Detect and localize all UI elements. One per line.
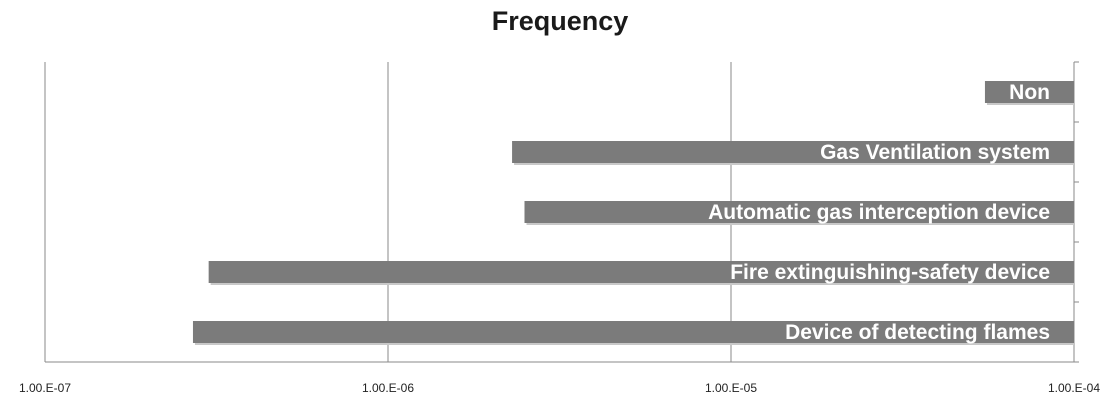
bar — [984, 81, 1074, 103]
x-tick-label: 1.00.E-06 — [362, 381, 414, 395]
bar-label: Automatic gas interception device — [708, 201, 1050, 224]
bar-label: Device of detecting flames — [785, 321, 1050, 344]
bar-label: Non — [1009, 81, 1050, 104]
bar — [208, 261, 1074, 283]
bar-labels: Non Gas Ventilation system Automatic gas i… — [708, 81, 1050, 344]
x-tick-label: 1.00.E-07 — [19, 381, 71, 395]
bar — [512, 141, 1074, 163]
bar — [524, 201, 1074, 223]
bars — [192, 81, 1074, 345]
bar — [192, 321, 1074, 343]
x-axis: 1.00.E-07 1.00.E-06 1.00.E-05 1.00.E-04 — [19, 61, 1100, 395]
chart-title: Frequency — [492, 6, 629, 36]
bar-label: Gas Ventilation system — [820, 141, 1050, 164]
bar-label: Fire extinguishing-safety device — [730, 261, 1050, 284]
x-tick-label: 1.00.E-05 — [705, 381, 757, 395]
x-tick-label: 1.00.E-04 — [1048, 381, 1100, 395]
